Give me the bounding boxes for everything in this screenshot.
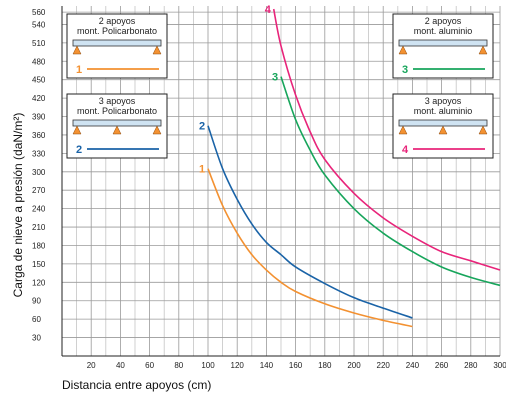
x-tick-label: 300 [493,361,506,370]
y-tick-label: 420 [32,94,46,103]
x-tick-label: 260 [435,361,449,370]
legend-box-number: 2 [76,144,82,156]
series-line-2 [207,125,413,319]
panel-bar [72,39,162,47]
panel-bar [72,119,162,127]
y-tick-label: 510 [32,39,46,48]
legend-box-line2: mont. Policarbonato [77,106,157,116]
x-tick-label: 180 [318,361,332,370]
support-triangle [478,45,488,55]
legend-box-line2: mont. aluminio [414,26,473,36]
x-tick-label: 160 [289,361,303,370]
x-tick-label: 60 [145,361,154,370]
y-tick-label: 360 [32,131,46,140]
legend-box-line1: 3 apoyos [99,96,136,106]
legend-box-line1: 3 apoyos [425,96,462,106]
y-tick-label: 120 [32,278,46,287]
legend-box-line2: mont. Policarbonato [77,26,157,36]
support-triangle [398,125,408,135]
y-tick-label: 60 [32,315,41,324]
tick-labels: 20 40 60 80 100 120 140 160 180 200 220 240 260 280 30… [32,8,506,370]
legend-box-line1: 2 apoyos [425,16,462,26]
x-tick-label: 40 [116,361,125,370]
x-tick-label: 100 [201,361,215,370]
x-tick-label: 120 [231,361,245,370]
x-axis-title: Distancia entre apoyos (cm) [62,378,211,392]
support-triangle [478,125,488,135]
y-tick-label: 90 [32,297,41,306]
x-tick-label: 80 [174,361,183,370]
legend-box-number: 4 [402,144,409,156]
x-tick-label: 280 [464,361,478,370]
y-tick-label: 390 [32,113,46,122]
series-label-4: 4 [265,4,272,16]
y-tick-label: 480 [32,57,46,66]
y-tick-label: 240 [32,205,46,214]
x-tick-label: 220 [377,361,391,370]
series-line-3 [280,76,501,287]
support-triangle [152,45,162,55]
y-axis-title: Carga de nieve a presión (daN/m²) [11,113,25,298]
panel-bar [398,39,488,47]
y-tick-label: 560 [32,8,46,17]
support-triangle [152,125,162,135]
y-tick-label: 210 [32,223,46,232]
x-tick-label: 240 [406,361,420,370]
legend-box-number: 1 [76,64,82,76]
support-triangle [398,45,408,55]
y-tick-label: 540 [32,20,46,29]
y-tick-label: 330 [32,149,46,158]
series-line-1 [207,168,413,328]
y-tick-label: 30 [32,334,41,343]
legend-box-number: 3 [402,64,408,76]
support-triangle [438,125,448,135]
y-tick-label: 300 [32,168,46,177]
legend-box-line2: mont. aluminio [414,106,473,116]
x-tick-label: 140 [260,361,274,370]
y-tick-label: 150 [32,260,46,269]
curves: 1 2 3 4 [199,4,501,328]
series-label-3: 3 [272,72,278,84]
y-tick-label: 180 [32,241,46,250]
series-label-1: 1 [199,164,205,176]
panel-bar [398,119,488,127]
series-line-4 [272,8,501,271]
legend-box-line1: 2 apoyos [99,16,136,26]
x-tick-label: 200 [347,361,361,370]
series-label-2: 2 [199,121,205,133]
x-tick-label: 20 [87,361,96,370]
y-tick-label: 270 [32,186,46,195]
y-tick-label: 450 [32,76,46,85]
support-triangle [112,125,122,135]
support-triangle [72,45,82,55]
support-triangle [72,125,82,135]
